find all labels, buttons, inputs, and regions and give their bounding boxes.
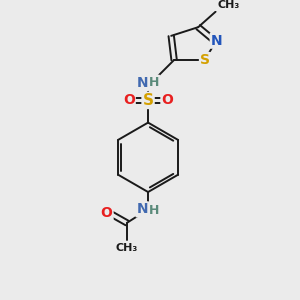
Text: N: N — [136, 76, 148, 90]
Text: H: H — [149, 76, 159, 88]
Text: O: O — [101, 206, 112, 220]
Text: H: H — [149, 204, 159, 217]
Text: N: N — [136, 202, 148, 216]
Text: O: O — [123, 93, 135, 107]
Text: S: S — [142, 93, 154, 108]
Text: S: S — [200, 53, 210, 67]
Text: CH₃: CH₃ — [116, 243, 138, 253]
Text: N: N — [211, 34, 222, 48]
Text: CH₃: CH₃ — [218, 0, 240, 10]
Text: O: O — [161, 93, 173, 107]
